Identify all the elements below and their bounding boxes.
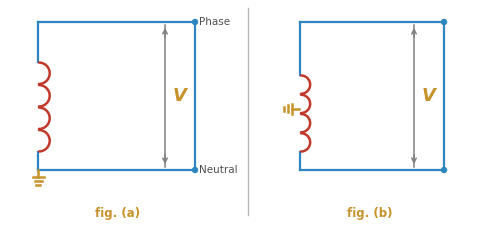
Text: fig. (b): fig. (b) xyxy=(347,206,393,219)
Circle shape xyxy=(192,168,198,173)
Text: V: V xyxy=(173,87,187,105)
Circle shape xyxy=(192,20,198,25)
Circle shape xyxy=(442,168,446,173)
Text: Phase: Phase xyxy=(199,17,230,27)
Text: V: V xyxy=(422,87,436,105)
Text: fig. (a): fig. (a) xyxy=(96,206,140,219)
Text: Neutral: Neutral xyxy=(199,165,237,175)
Circle shape xyxy=(442,20,446,25)
